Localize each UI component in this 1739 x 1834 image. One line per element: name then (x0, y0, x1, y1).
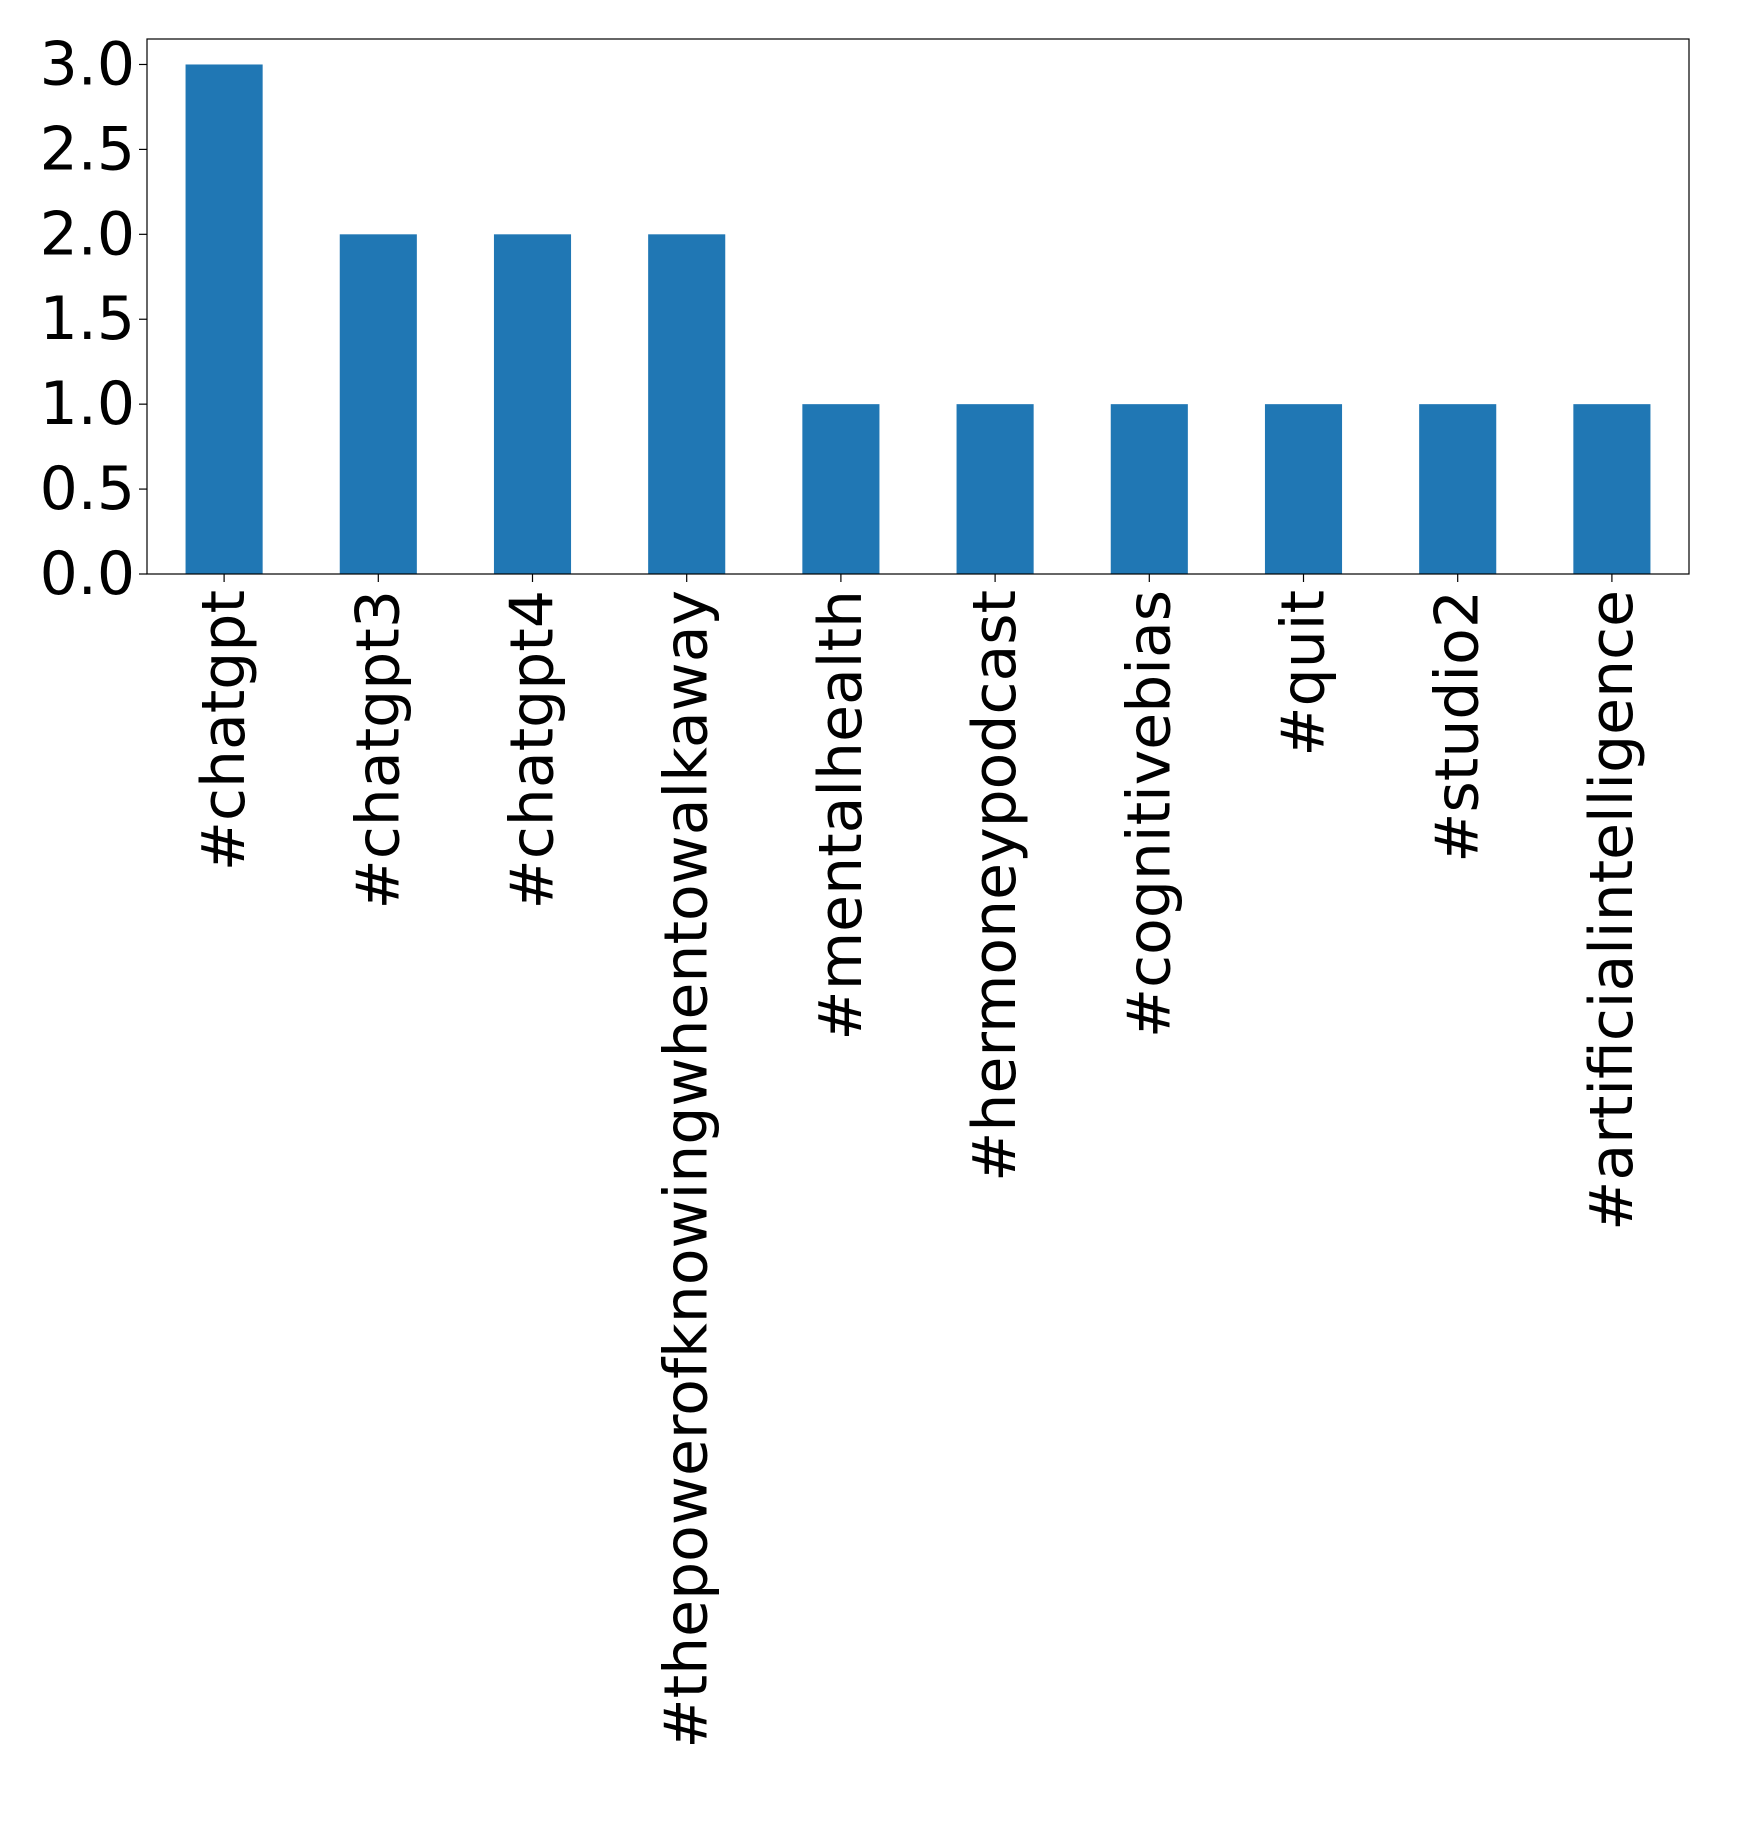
bar (185, 64, 263, 574)
bars-group (185, 64, 1651, 575)
x-axis: #chatgpt #chatgpt3 #chatgpt4 #thepowerofkno… (189, 574, 1647, 1749)
bar (648, 234, 726, 575)
x-tick-label: #chatgpt (189, 590, 259, 871)
y-tick-label: 2.0 (40, 199, 135, 269)
x-tick-label: #mentalhealth (806, 590, 876, 1041)
y-tick-label: 0.5 (40, 454, 135, 524)
x-tick-label: #quit (1269, 590, 1339, 757)
x-tick-label: #chatgpt3 (343, 590, 413, 909)
y-tick-label: 1.5 (40, 284, 135, 354)
x-tick-label: #thepowerofknowingwhentowalkaway (652, 590, 722, 1749)
x-tick-label: #studio2 (1423, 590, 1493, 863)
bar (1264, 404, 1343, 574)
x-tick-label: #hermoneypodcast (960, 590, 1030, 1182)
y-tick-label: 2.5 (40, 114, 135, 184)
x-tick-label: #chatgpt4 (498, 590, 568, 909)
bar (1573, 404, 1651, 574)
bar (493, 234, 572, 575)
y-axis: 0.0 0.5 1.0 1.5 2.0 2.5 3.0 (40, 29, 147, 609)
y-tick-label: 1.0 (40, 369, 135, 439)
x-tick-label: #artificialintelligence (1577, 590, 1647, 1231)
plot-frame (146, 38, 1690, 575)
bar (1110, 404, 1188, 574)
bar (802, 404, 880, 574)
y-tick-label: 3.0 (40, 29, 135, 99)
y-tick-label: 0.0 (40, 539, 135, 609)
bar (339, 234, 417, 575)
x-tick-label: #cognitivebias (1114, 590, 1184, 1038)
bar (1419, 404, 1497, 574)
bar (956, 404, 1034, 574)
